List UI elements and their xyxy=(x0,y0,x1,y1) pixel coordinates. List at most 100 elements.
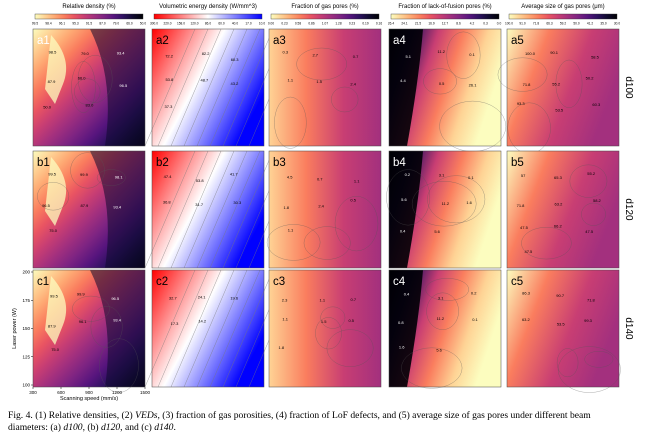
contour-label: 66.2 xyxy=(554,223,563,228)
contour-line xyxy=(581,202,606,226)
panel-label: a3 xyxy=(273,35,286,47)
contour-label: 1.8 xyxy=(279,345,285,350)
colorbar-tick-label: 0.0 xyxy=(497,22,502,26)
contour-label: 0.8 xyxy=(398,320,404,325)
caption-text: , (b) xyxy=(82,422,101,433)
contour-label: 36.8 xyxy=(163,199,172,204)
panel-frame xyxy=(388,269,502,388)
panel-background xyxy=(269,29,381,146)
contour-label: 72.2 xyxy=(165,53,174,58)
contour-label: 47.5 xyxy=(525,249,534,254)
contour-label: 96.1 xyxy=(79,319,88,324)
colorbar xyxy=(34,13,144,20)
ved-contour-line xyxy=(183,269,235,388)
panel-a1: a1 98.5 79.0 93.4 87.9 66.0 96.5 50.0 83.0 xyxy=(32,28,146,147)
contour-line xyxy=(401,347,463,389)
colorbar-tick-label: 26.4 xyxy=(388,22,394,26)
high-density-region xyxy=(45,276,67,345)
panel-background xyxy=(269,270,381,387)
contour-label: 19.6 xyxy=(230,296,239,301)
contour-label: 0.1 xyxy=(469,52,475,57)
colorbar-tick-label: 1.28 xyxy=(335,22,341,26)
contour-label: 5.1 xyxy=(405,54,411,59)
contour-line xyxy=(411,181,477,227)
panel-c3: c3 2.3 1.1 0.7 1.1 1.5 0.5 1.8 xyxy=(268,269,382,388)
contour-label: 37.3 xyxy=(165,104,174,109)
contour-label: 0.7 xyxy=(317,177,323,182)
panel-label: b5 xyxy=(511,157,524,169)
contour-label: 3.1 xyxy=(439,172,445,177)
colorbar xyxy=(270,13,380,20)
caption-d100: d100 xyxy=(63,422,83,433)
x-axis-tick-label: 900 xyxy=(85,390,93,395)
contour-label: 99.5 xyxy=(48,172,57,177)
contour-line xyxy=(334,196,379,252)
contour-label: 63.2 xyxy=(555,201,564,206)
caption-text: , (3) fraction of gas porosities, (4) fr… xyxy=(157,410,591,421)
colorbar-tick-label: 8.6 xyxy=(456,22,461,26)
contour-line xyxy=(274,96,307,149)
contour-label: 87.9 xyxy=(48,324,57,329)
colorbar-title: Fraction of lack-of-fusion pores (%) xyxy=(398,4,491,10)
caption-d120: d120 xyxy=(100,422,121,433)
high-density-region xyxy=(45,35,67,104)
contour-line xyxy=(326,329,374,367)
contour-label: 0.4 xyxy=(404,292,410,297)
ved-contour-line xyxy=(157,269,209,388)
colorbar-tick-label: 66.3 xyxy=(546,22,552,26)
ved-contour-line xyxy=(209,150,261,269)
panel-frame xyxy=(151,150,265,269)
ved-contour-line xyxy=(157,150,209,269)
y-axis-tick-label: 200 xyxy=(22,270,30,275)
colorbar-tick-label: 30.0 xyxy=(614,22,620,26)
contour-line xyxy=(296,47,347,81)
colorbar-tick-label: 95.3 xyxy=(72,22,78,26)
contour-label: 75.0 xyxy=(49,228,58,233)
colorbar-tick-label: 4.2 xyxy=(470,22,475,26)
caption-text: diameters: (a) xyxy=(8,422,64,433)
contour-label: 0.1 xyxy=(472,317,478,322)
colorbar-tick-label: 0.16 xyxy=(376,22,382,26)
ved-contour-line xyxy=(183,150,235,269)
panel-label: a4 xyxy=(393,35,406,47)
row-label-d120: d120 xyxy=(623,198,634,221)
contour-label: 96.5 xyxy=(119,83,128,88)
contour-label: 50.0 xyxy=(43,105,52,110)
panel-c4: c4 0.4 3.1 0.2 0.8 11.2 0.1 1.6 5.6 xyxy=(388,269,502,389)
ved-contour-line xyxy=(144,269,196,388)
colorbar-tick-label: 16.9 xyxy=(428,22,434,26)
contour-line xyxy=(497,57,548,92)
ved-contour-line xyxy=(144,150,196,269)
contour-label: 0.7 xyxy=(350,297,356,302)
panel-label: c4 xyxy=(393,276,406,288)
contour-label: 0.2 xyxy=(471,291,477,296)
contour-label: 93.4 xyxy=(113,204,122,209)
contour-label: 0.2 xyxy=(405,172,411,177)
contour-label: 57 xyxy=(521,173,526,178)
colorbar-title: Average size of gas pores (μm) xyxy=(521,4,604,10)
contour-label: 93.3 xyxy=(517,101,526,106)
contour-line xyxy=(99,338,139,393)
contour-label: 66.0 xyxy=(78,75,87,80)
colorbar-tick-label: 12.7 xyxy=(442,22,448,26)
contour-label: 99.5 xyxy=(50,293,59,298)
contour-line xyxy=(584,351,614,368)
contour-label: 2.4 xyxy=(318,204,324,209)
colorbar-tick-label: 21.5 xyxy=(415,22,421,26)
ved-contour-line xyxy=(196,269,248,388)
panel-background xyxy=(152,29,264,146)
colorbar-tick-label: 91.5 xyxy=(86,22,92,26)
contour-label: 3.1 xyxy=(438,295,444,300)
panel-frame xyxy=(388,28,502,147)
contour-line xyxy=(386,169,430,226)
contour-label: 99.9 xyxy=(80,172,89,177)
contour-label: 99.3 xyxy=(584,318,593,323)
contour-label: 53.8 xyxy=(196,178,205,183)
contour-label: 0.5 xyxy=(439,81,445,86)
contour-line xyxy=(37,182,70,211)
y-axis-label: Laser power (W) xyxy=(12,308,18,349)
contour-label: 1.1 xyxy=(354,178,360,183)
caption-text: , and (c) xyxy=(120,422,155,433)
panel-background xyxy=(507,29,619,146)
contour-line xyxy=(320,306,346,329)
